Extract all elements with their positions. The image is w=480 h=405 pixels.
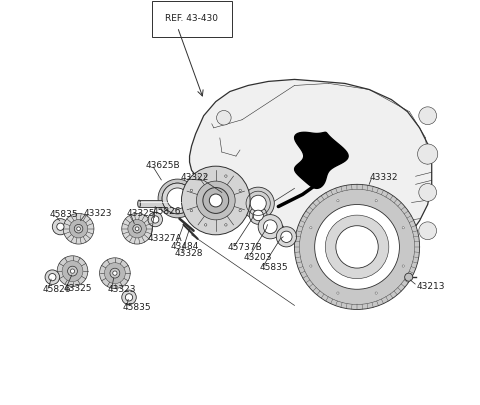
- Circle shape: [325, 215, 389, 279]
- Polygon shape: [190, 79, 432, 265]
- Text: 43323: 43323: [84, 209, 112, 218]
- Circle shape: [162, 183, 193, 214]
- Bar: [139, 200, 181, 207]
- Circle shape: [405, 273, 413, 281]
- Text: 45835: 45835: [259, 263, 288, 273]
- Circle shape: [105, 263, 125, 284]
- Circle shape: [148, 212, 163, 227]
- Circle shape: [135, 227, 139, 230]
- Circle shape: [99, 258, 130, 288]
- Text: 45826: 45826: [43, 285, 72, 294]
- Text: 45835: 45835: [49, 210, 78, 219]
- Text: 43625B: 43625B: [145, 161, 180, 170]
- Circle shape: [77, 227, 80, 230]
- Text: 43325: 43325: [63, 284, 92, 292]
- Circle shape: [162, 183, 193, 214]
- Circle shape: [48, 273, 56, 281]
- Circle shape: [276, 227, 297, 247]
- Ellipse shape: [180, 200, 183, 207]
- Text: 43328: 43328: [175, 249, 203, 258]
- Circle shape: [250, 195, 266, 211]
- Text: 43325: 43325: [127, 209, 156, 218]
- Polygon shape: [295, 132, 348, 188]
- Circle shape: [310, 265, 312, 267]
- Circle shape: [216, 111, 231, 125]
- Circle shape: [310, 227, 312, 229]
- Circle shape: [375, 292, 377, 294]
- Circle shape: [158, 179, 197, 218]
- Circle shape: [336, 226, 378, 268]
- Text: 43484: 43484: [170, 242, 199, 251]
- Circle shape: [375, 200, 377, 202]
- Circle shape: [337, 200, 339, 202]
- Circle shape: [167, 188, 188, 209]
- Circle shape: [203, 188, 228, 213]
- Circle shape: [258, 215, 282, 239]
- Circle shape: [68, 266, 77, 276]
- Circle shape: [242, 187, 274, 220]
- Circle shape: [181, 166, 250, 235]
- Circle shape: [281, 231, 292, 243]
- Text: 45737B: 45737B: [227, 243, 262, 252]
- Circle shape: [69, 220, 88, 238]
- Text: 43332: 43332: [370, 173, 398, 182]
- Circle shape: [249, 207, 267, 224]
- Text: 43323: 43323: [108, 285, 136, 294]
- Circle shape: [57, 223, 64, 230]
- Circle shape: [133, 224, 142, 233]
- Circle shape: [204, 224, 207, 226]
- Circle shape: [295, 184, 420, 309]
- Circle shape: [239, 189, 241, 192]
- Circle shape: [196, 181, 235, 220]
- Circle shape: [315, 205, 399, 289]
- Circle shape: [125, 294, 132, 301]
- Text: 43322: 43322: [180, 173, 209, 182]
- Circle shape: [128, 220, 146, 238]
- Circle shape: [337, 292, 339, 294]
- Circle shape: [225, 175, 227, 177]
- Circle shape: [152, 216, 159, 223]
- Text: 43213: 43213: [417, 282, 445, 291]
- Circle shape: [419, 222, 436, 240]
- Text: 43327A: 43327A: [147, 234, 182, 243]
- Circle shape: [418, 144, 438, 164]
- Circle shape: [419, 183, 436, 201]
- Circle shape: [57, 256, 88, 286]
- Circle shape: [190, 209, 192, 212]
- Text: REF. 43-430: REF. 43-430: [165, 14, 218, 23]
- Circle shape: [225, 224, 227, 226]
- Circle shape: [110, 268, 120, 278]
- Circle shape: [209, 194, 222, 207]
- Circle shape: [113, 271, 117, 275]
- Circle shape: [402, 265, 404, 267]
- Circle shape: [253, 210, 264, 221]
- Circle shape: [52, 219, 69, 235]
- Circle shape: [402, 227, 404, 229]
- Circle shape: [239, 209, 241, 212]
- Circle shape: [74, 224, 83, 233]
- Circle shape: [122, 213, 153, 244]
- Circle shape: [190, 189, 192, 192]
- Text: 45826: 45826: [153, 207, 181, 216]
- Circle shape: [45, 270, 60, 284]
- Text: 43203: 43203: [244, 253, 273, 262]
- Circle shape: [62, 261, 83, 281]
- Circle shape: [419, 107, 436, 125]
- Circle shape: [204, 175, 207, 177]
- Circle shape: [264, 220, 277, 234]
- Text: 45835: 45835: [122, 303, 151, 312]
- Ellipse shape: [138, 200, 141, 207]
- Circle shape: [122, 290, 136, 305]
- Circle shape: [63, 213, 94, 244]
- Circle shape: [71, 269, 75, 273]
